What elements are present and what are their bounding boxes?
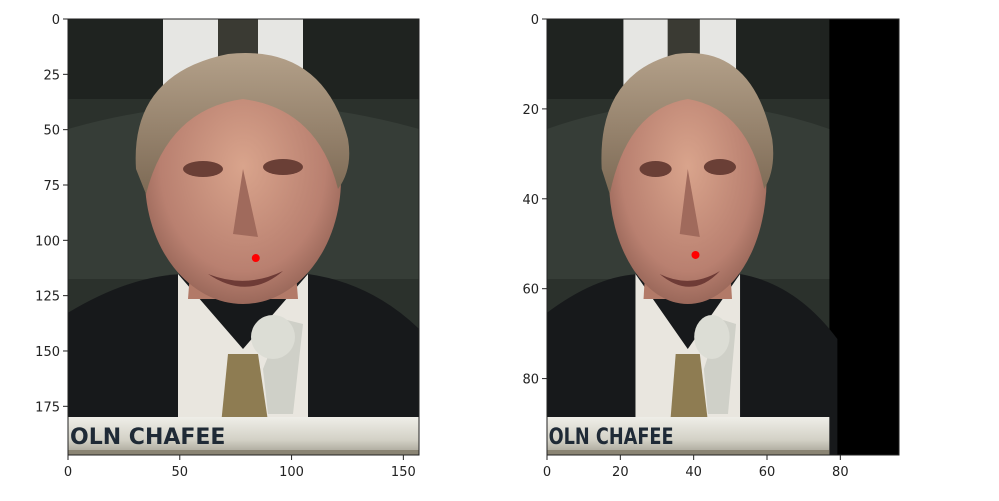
y-tick-label: 150: [35, 345, 60, 360]
x-tick-label: 60: [759, 465, 776, 480]
x-tick-label: 0: [543, 465, 551, 480]
y-tick-label: 75: [43, 179, 60, 194]
x-tick-label: 80: [832, 465, 849, 480]
y-tick-label: 25: [43, 68, 60, 83]
left-ticks: 0 50 100 150 0 25 50 75 100 125 150 175: [35, 13, 416, 480]
right-axes-frame: [546, 18, 900, 456]
right-ticks: 0 20 40 60 80 0 20 40 60 80: [522, 13, 848, 480]
x-tick-label: 50: [172, 465, 189, 480]
keypoint-marker: [251, 254, 260, 263]
y-tick-label: 80: [522, 373, 539, 388]
left-axes-frame: [67, 18, 420, 456]
y-tick-label: 0: [531, 13, 539, 28]
caption-text-left: OLN CHAFEE: [70, 425, 225, 450]
x-tick-label: 0: [64, 465, 72, 480]
left-image-panel: OLN CHAFEE: [68, 19, 419, 455]
y-tick-label: 100: [35, 234, 60, 249]
right-image-panel: OLN CHAFEE: [547, 19, 899, 455]
y-tick-label: 175: [35, 400, 60, 415]
photo-content-right: OLN CHAFEE: [547, 19, 838, 455]
y-tick-label: 0: [52, 13, 60, 28]
keypoint-marker: [691, 250, 700, 259]
y-tick-label: 20: [522, 103, 539, 118]
photo-scene-left: OLN CHAFEE: [68, 19, 419, 455]
y-tick-label: 50: [43, 124, 60, 139]
x-tick-label: 40: [685, 465, 702, 480]
photo-content-right-wrap: OLN CHAFEE: [547, 19, 838, 455]
y-tick-label: 40: [522, 193, 539, 208]
photo-scene-right: OLN CHAFEE: [547, 19, 899, 455]
x-tick-label: 150: [391, 465, 416, 480]
y-tick-label: 125: [35, 290, 60, 305]
x-tick-label: 100: [279, 465, 304, 480]
x-tick-label: 20: [612, 465, 629, 480]
caption-text-right: OLN CHAFEE: [549, 423, 674, 449]
y-tick-label: 60: [522, 283, 539, 298]
